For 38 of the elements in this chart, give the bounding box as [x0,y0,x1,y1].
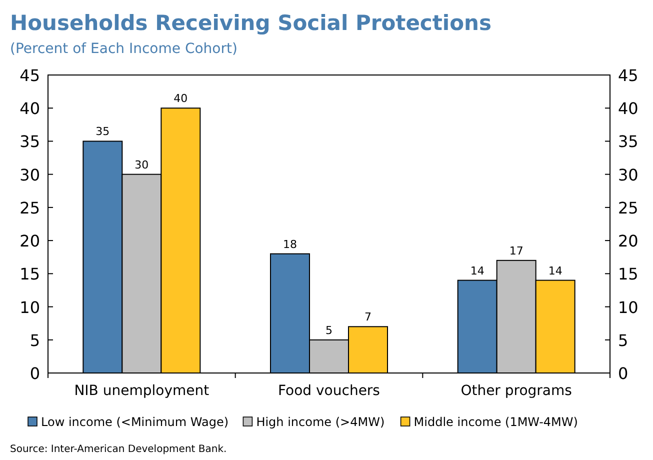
y-tick-label: 15 [20,264,40,284]
y-tick-label: 30 [20,165,40,184]
data-label: 17 [509,244,524,258]
data-label: 5 [326,324,332,337]
y2-tick-label: 15 [618,264,638,284]
y2-tick-label: 30 [618,165,638,184]
source-note: Source: Inter-American Development Bank. [10,444,227,455]
y-tick-label: 40 [20,99,40,118]
data-label: 30 [134,158,149,172]
legend-label: Middle income (1MW-4MW) [414,415,578,429]
data-label: 35 [96,125,110,138]
y2-tick-label: 25 [618,198,638,218]
y-tick-label: 10 [20,298,40,317]
y-tick-label: 45 [20,66,40,85]
y2-tick-label: 5 [618,330,628,350]
y2-tick-label: 35 [618,132,638,152]
x-tick-label: Food vouchers [278,383,380,399]
data-label: 18 [283,238,297,251]
y2-tick-label: 45 [618,66,638,85]
data-label: 40 [174,92,188,106]
legend-label: High income (>4MW) [256,415,385,429]
data-label: 7 [364,310,372,324]
y2-tick-label: 10 [618,298,638,317]
chart-title: Households Receiving Social Protections [10,11,492,35]
x-tick-label: NIB unemployment [74,383,210,399]
y-tick-label: 25 [20,198,40,218]
y2-tick-label: 20 [618,232,638,251]
data-label: 14 [470,264,484,278]
data-label: 14 [548,264,562,278]
y-tick-label: 20 [20,232,40,251]
y-tick-label: 5 [30,330,40,350]
y-tick-label: 35 [20,132,40,152]
y2-tick-label: 40 [618,99,638,118]
x-tick-label: Other programs [460,383,572,399]
chart-subtitle: (Percent of Each Income Cohort) [10,41,238,57]
legend-label: Low income (<Minimum Wage) [41,415,229,429]
y2-tick-label: 0 [618,364,628,383]
y-tick-label: 0 [30,364,40,383]
